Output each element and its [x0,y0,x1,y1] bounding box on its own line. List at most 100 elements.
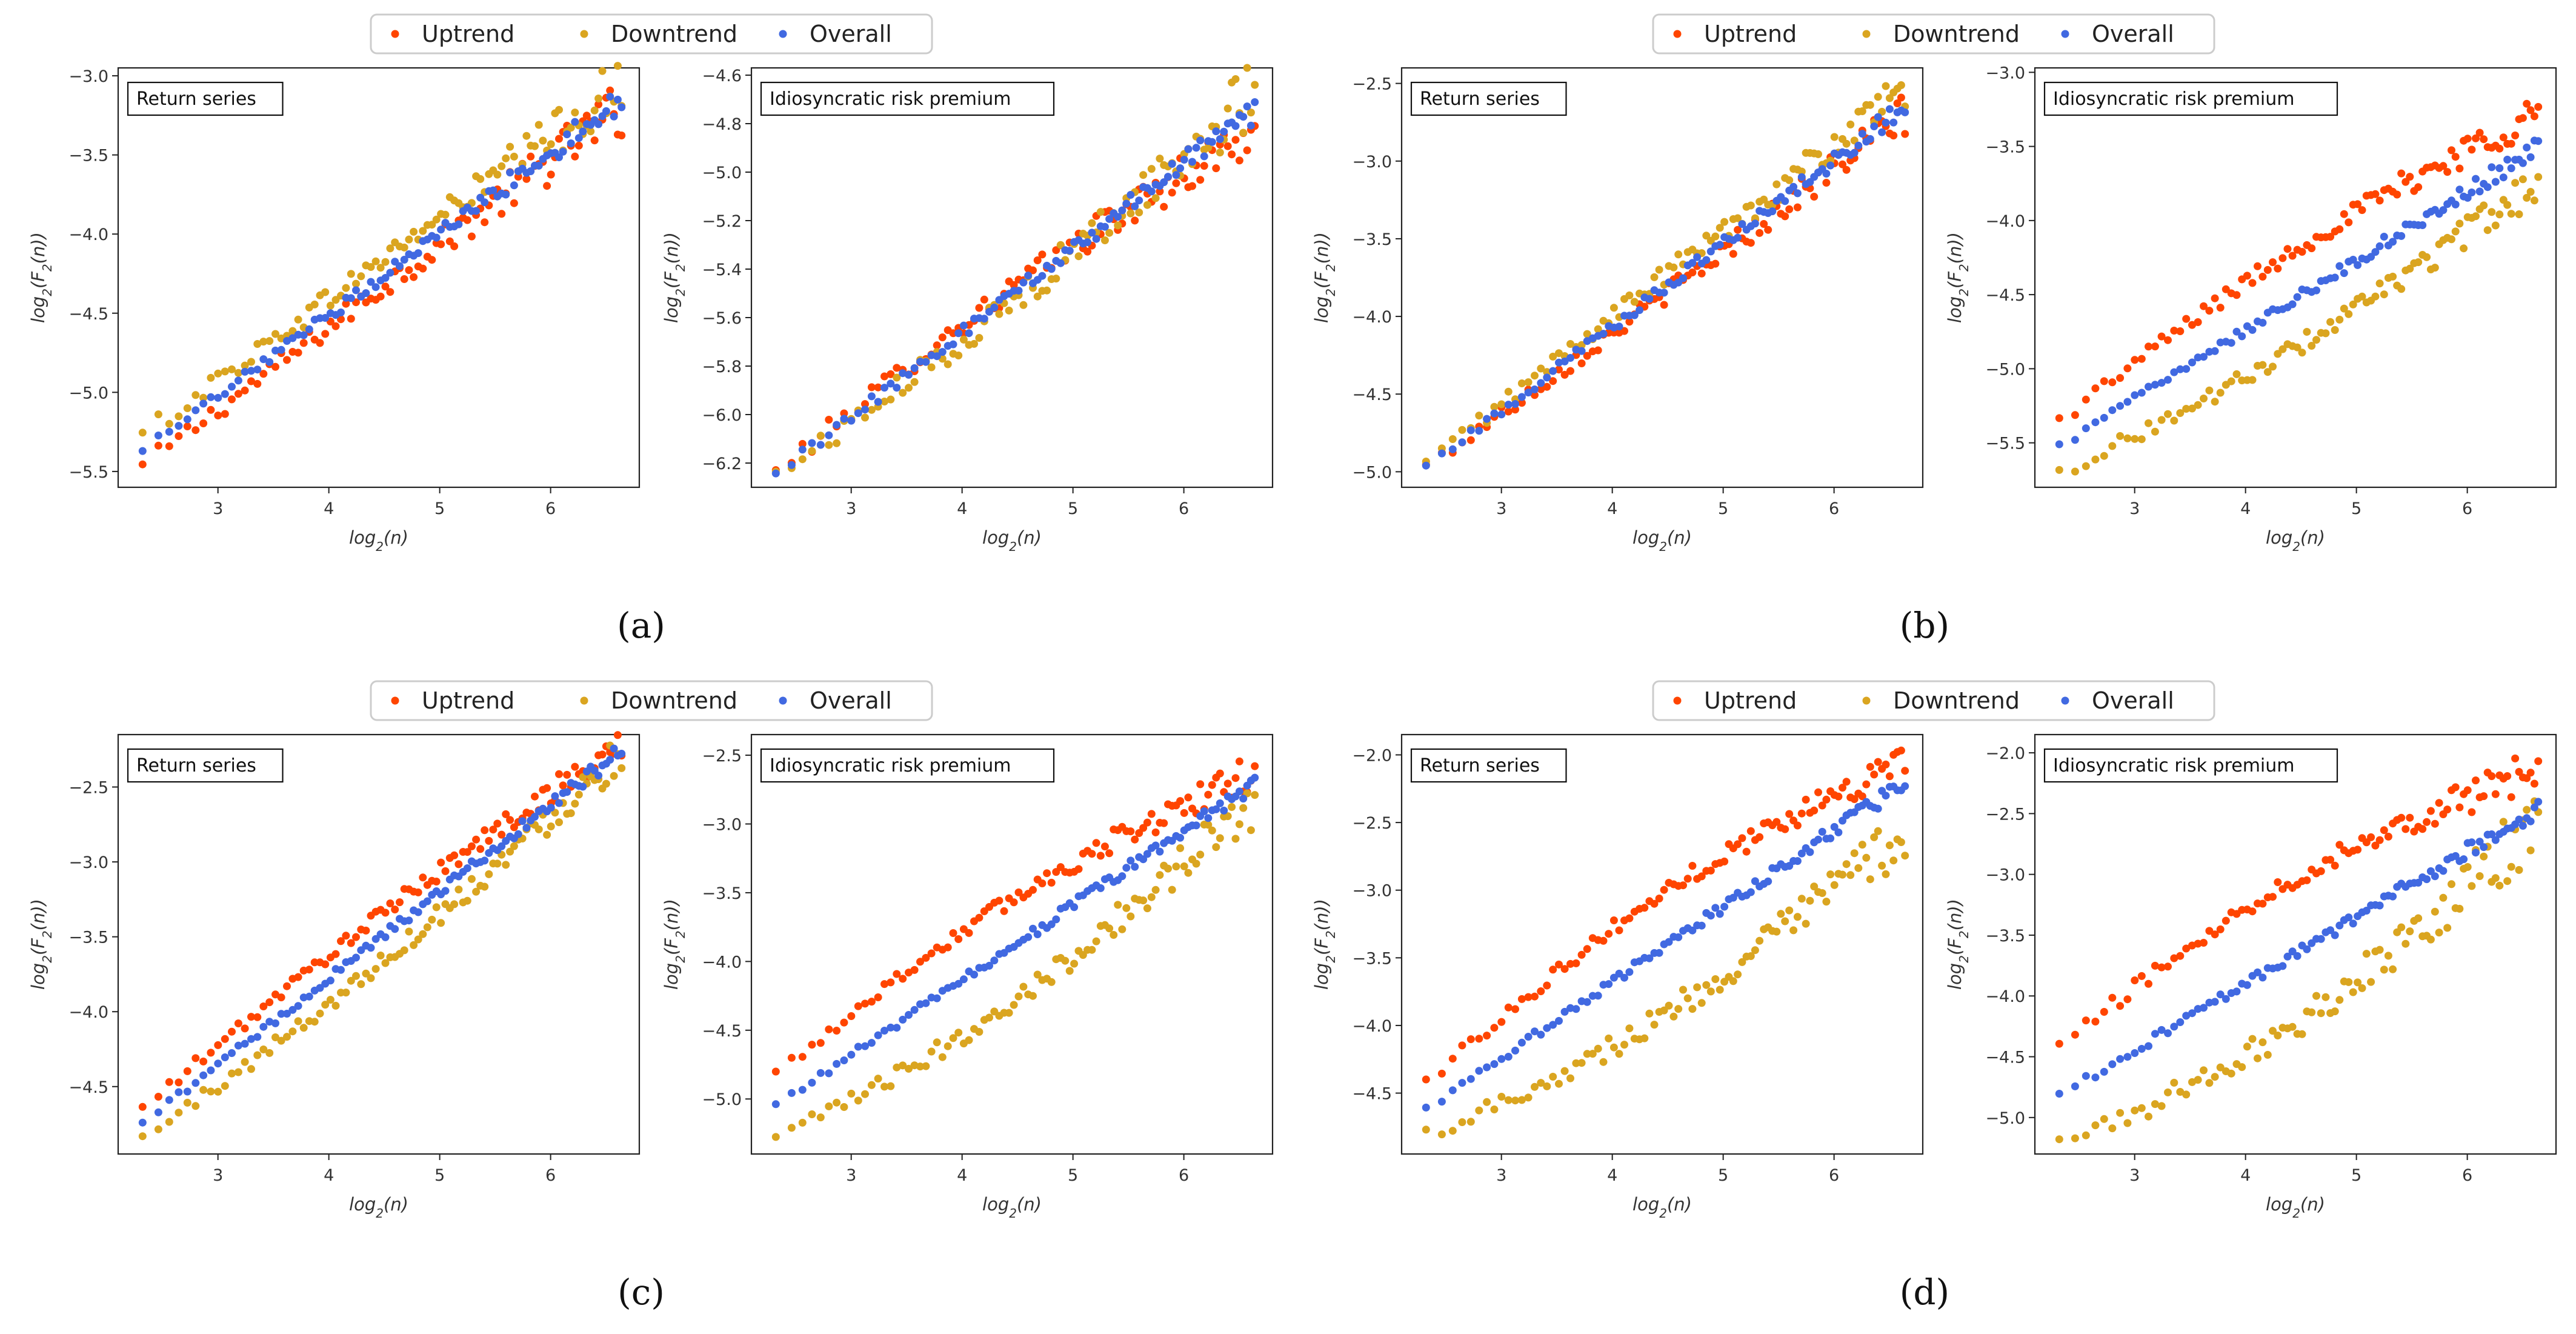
panel-title: Idiosyncratic risk premium [2043,81,2338,116]
data-point [1231,122,1240,130]
data-point [2283,245,2292,253]
data-point [2274,350,2282,358]
x-tick-label: 6 [1179,1166,1189,1185]
data-point [617,764,626,772]
data-point [1524,1093,1533,1102]
data-point [1870,770,1879,779]
data-point [1588,1050,1597,1058]
data-point [938,1053,947,1061]
data-point [2182,315,2191,323]
data-point [2518,159,2527,167]
data-point [498,162,506,170]
data-point [2354,845,2362,854]
data-point [2137,389,2146,397]
data-point [1599,330,1608,338]
data-point [582,112,591,120]
data-point [199,1071,208,1079]
data-point [423,923,431,932]
data-point [1504,407,1513,416]
data-point [2312,286,2320,295]
data-point [2164,336,2172,344]
data-point [294,1017,302,1026]
data-point [305,965,313,974]
data-point [1720,902,1729,911]
x-tick-label: 5 [1718,1166,1728,1185]
data-point [910,965,919,974]
data-point [1504,387,1513,396]
data-point [1834,792,1843,801]
data-point [2194,1076,2202,1084]
data-point [207,1049,215,1057]
data-point [2354,200,2362,208]
series-downtrend [138,62,626,437]
data-point [1655,895,1663,902]
data-point [959,321,968,330]
data-point [2123,995,2132,1004]
data-point [1756,833,1764,841]
data-point [2258,973,2267,982]
data-point [165,1118,173,1126]
x-axis-label: log2(n) [1632,1194,1692,1221]
data-point [1577,1059,1586,1067]
data-point [617,750,626,758]
data-point [214,393,222,402]
y-tick-label: −5.8 [702,358,742,376]
data-point [1693,253,1702,261]
data-point [2349,300,2357,308]
data-point [2071,411,2079,419]
data-point [880,1082,888,1091]
data-point [419,264,427,273]
data-point [138,1102,147,1111]
data-point [294,973,302,981]
legend-label-uptrend: Uptrend [422,21,514,47]
data-point [1074,865,1083,873]
data-point [1683,994,1692,1002]
data-point [1625,968,1634,976]
data-point [1572,1059,1580,1067]
data-point [2523,805,2531,814]
data-point [2317,867,2325,875]
data-point [1679,985,1687,994]
data-point [798,445,807,454]
data-point [2451,153,2460,161]
data-point [207,1087,215,1096]
legend-label-overall: Overall [2092,21,2174,47]
data-point [1228,150,1236,159]
data-point [944,360,952,369]
data-point [1517,379,1526,387]
data-point [808,439,816,447]
data-point [2274,878,2282,886]
data-point [2423,818,2431,826]
data-point [228,382,236,391]
data-point [1504,1003,1513,1012]
data-point [980,315,988,323]
data-point [1511,1046,1519,1055]
data-point [2523,143,2531,152]
data-point [1793,857,1802,865]
data-point [191,406,200,415]
data-point [847,1089,856,1098]
data-point [1806,896,1814,905]
data-point [2176,1018,2185,1026]
data-point [1814,835,1822,844]
data-point [472,887,481,896]
data-point [1088,219,1096,227]
data-point [861,999,869,1008]
data-point [1822,795,1831,804]
data-point [214,1059,222,1068]
y-tick-label: −4.0 [1352,308,1392,327]
data-point [476,845,485,853]
data-point [1475,1035,1483,1043]
data-point [1830,822,1839,831]
data-point [506,847,514,856]
data-point [386,244,394,253]
y-tick-label: −4.5 [1985,286,2025,305]
data-point [414,249,422,258]
x-axis-label: log2(n) [2266,1194,2325,1221]
panel-title-box [2043,748,2338,783]
data-point [342,284,350,292]
data-point [1118,925,1127,933]
data-point [1228,803,1236,811]
data-point [1810,882,1819,891]
data-point [214,412,222,419]
